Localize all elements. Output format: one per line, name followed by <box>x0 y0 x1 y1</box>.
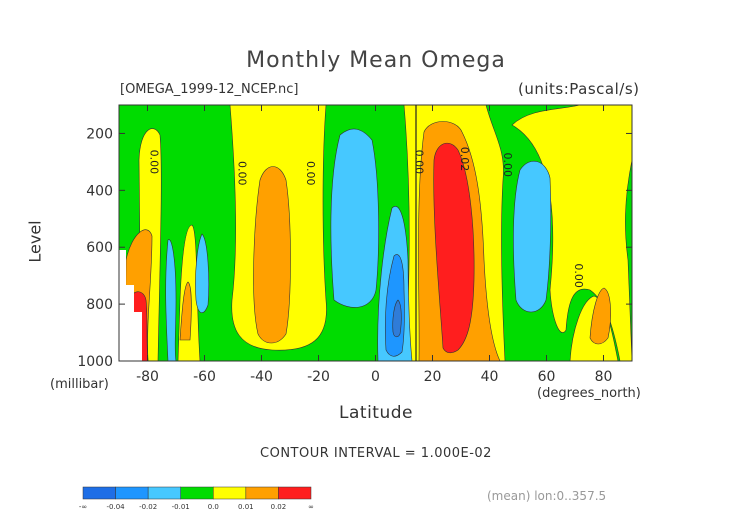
contour-field <box>119 105 632 361</box>
chart-title: Monthly Mean Omega <box>246 48 506 73</box>
legend-label: -∞ <box>79 503 87 511</box>
y-tick-label: 1000 <box>77 354 113 370</box>
field-weak-negative <box>165 239 177 361</box>
x-tick-label: 20 <box>424 369 442 385</box>
field-moderate-positive <box>589 287 611 345</box>
contour-label: 0.00 <box>236 161 249 186</box>
legend-label: 0.0 <box>208 503 219 511</box>
x-tick-label: -40 <box>250 369 273 385</box>
x-tick-label: 80 <box>595 369 613 385</box>
field-strong-negative <box>392 299 402 338</box>
legend-swatch <box>115 486 149 500</box>
legend-swatch <box>245 486 279 500</box>
legend-swatch <box>147 486 181 500</box>
x-axis-units: (degrees_north) <box>537 386 641 401</box>
contour-label: 0.00 <box>572 263 585 288</box>
legend-label: -0.04 <box>107 503 126 511</box>
units-label: (units:Pascal/s) <box>518 80 640 98</box>
file-label: [OMEGA_1999-12_NCEP.nc] <box>120 82 299 97</box>
field-weak-negative <box>330 128 379 308</box>
legend-swatch <box>278 486 312 500</box>
contour-label: 0.02 <box>458 147 471 172</box>
contour-label: 0.00 <box>304 161 317 186</box>
y-tick-label: 800 <box>86 297 113 313</box>
y-tick-label: 200 <box>86 126 113 142</box>
x-ticks: -80 -60 -40 -20 0 20 40 60 80 <box>136 105 612 385</box>
legend-label: 0.01 <box>238 503 254 511</box>
x-axis-label: Latitude <box>339 403 413 423</box>
legend-label: -0.01 <box>172 503 190 511</box>
legend-label: -0.02 <box>139 503 157 511</box>
field-moderate-positive <box>253 166 291 344</box>
x-tick-label: -20 <box>307 369 330 385</box>
footer-note: (mean) lon:0..357.5 <box>487 489 607 503</box>
field-strong-positive <box>433 142 475 354</box>
field-moderate-positive <box>179 281 192 341</box>
contour-label: 0.00 <box>147 150 160 175</box>
y-axis-units: (millibar) <box>50 377 109 392</box>
x-tick-label: 0 <box>371 369 380 385</box>
x-tick-label: 60 <box>538 369 556 385</box>
contour-interval-text: CONTOUR INTERVAL = 1.000E-02 <box>260 446 492 461</box>
legend-label: 0.02 <box>271 503 287 511</box>
contour-labels: 0.00 0.00 0.00 0.00 0.02 0.00 0.00 <box>147 147 585 288</box>
y-ticks: 200 400 600 800 1000 <box>77 126 632 370</box>
contour-label: 0.00 <box>501 152 514 177</box>
color-legend: -∞ -0.04 -0.02 -0.01 0.0 0.01 0.02 ∞ <box>79 486 314 511</box>
x-tick-label: -60 <box>193 369 216 385</box>
x-tick-label: 40 <box>481 369 499 385</box>
y-tick-label: 600 <box>86 240 113 256</box>
legend-swatch <box>180 486 214 500</box>
missing-data-mask <box>119 250 142 361</box>
x-tick-label: -80 <box>136 369 159 385</box>
legend-label: ∞ <box>308 503 314 511</box>
legend-swatch <box>213 486 247 500</box>
field-weak-negative <box>195 233 210 313</box>
contour-label: 0.00 <box>412 150 425 175</box>
legend-swatch <box>82 486 116 500</box>
field-weak-negative <box>513 160 552 313</box>
y-tick-label: 400 <box>86 183 113 199</box>
